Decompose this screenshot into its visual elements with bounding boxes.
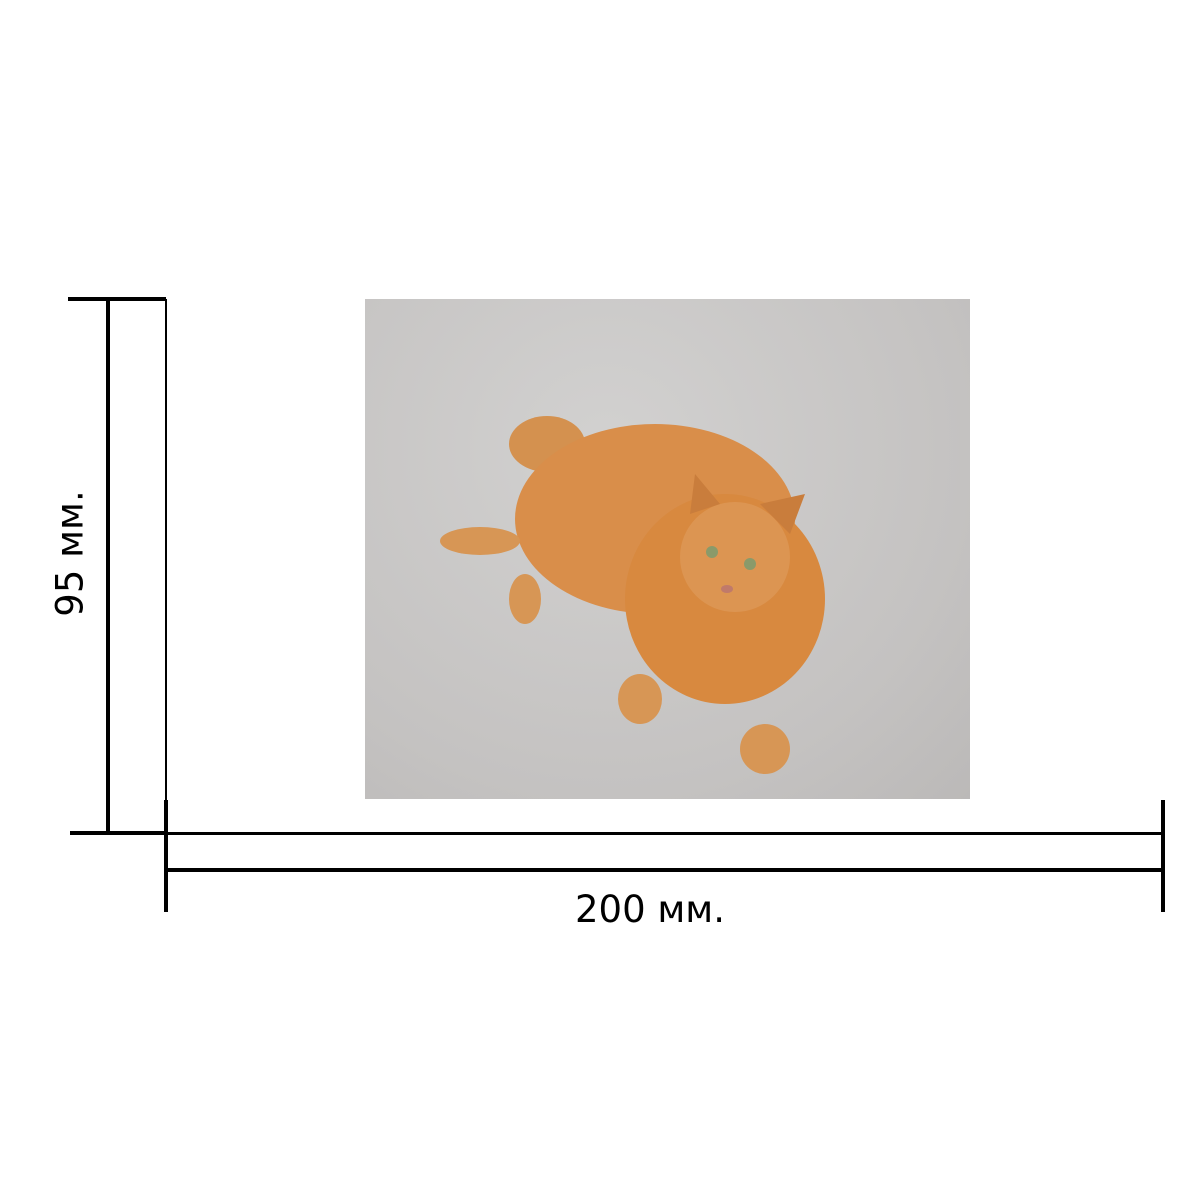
cat-head: [680, 502, 790, 612]
height-tick-bottom: [70, 831, 168, 835]
height-label: 95 мм.: [48, 490, 92, 617]
cat-illustration: [440, 416, 825, 774]
cat-hind-leg: [440, 527, 520, 555]
cat-hind-paw: [509, 574, 541, 624]
width-tick-right: [1161, 800, 1165, 912]
product-photo: [365, 299, 970, 799]
cat-eye: [744, 558, 756, 570]
width-extension-line: [166, 832, 1164, 835]
cat-front-paw-right: [740, 724, 790, 774]
cat-eye: [706, 546, 718, 558]
width-label: 200 мм.: [575, 888, 725, 931]
width-dimension-line: [165, 868, 1164, 872]
width-tick-left: [164, 800, 168, 912]
height-extension-line: [165, 299, 167, 833]
height-tick-top: [68, 297, 166, 301]
height-dimension-line: [106, 299, 110, 833]
cat-front-paw-left: [618, 674, 662, 724]
